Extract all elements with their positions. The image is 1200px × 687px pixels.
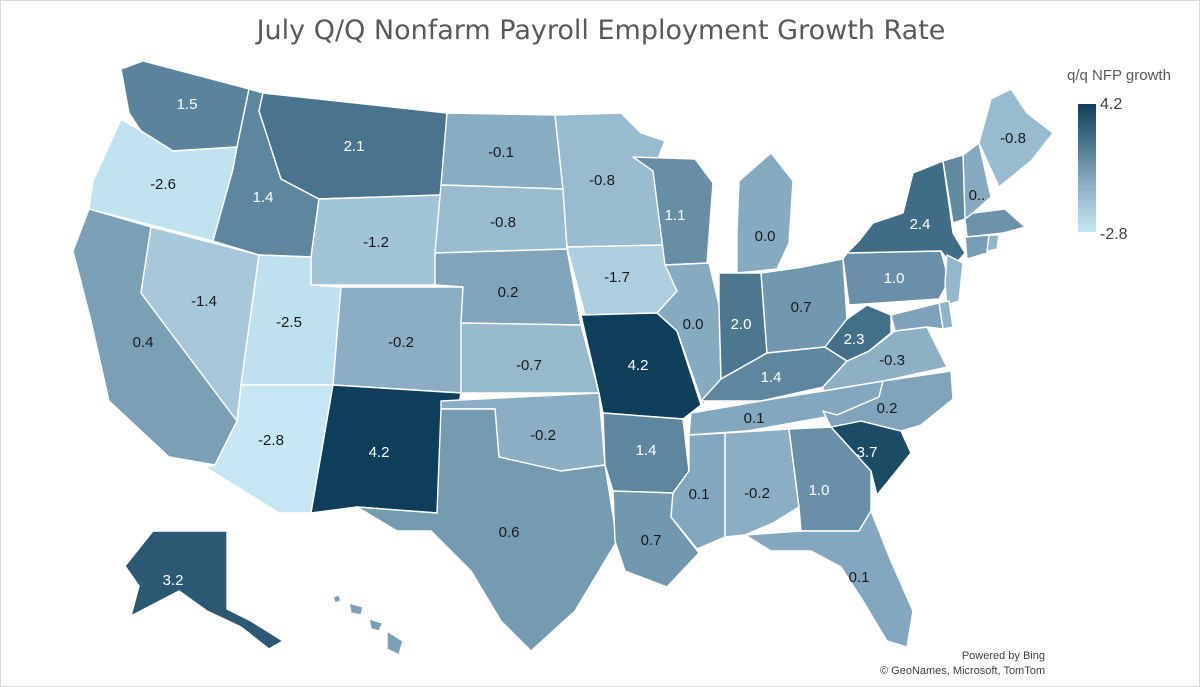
state-ri[interactable] (986, 234, 1000, 252)
state-label-ca: 0.4 (133, 334, 154, 351)
state-label-sc: 3.7 (857, 444, 878, 461)
state-label-ny: 2.4 (910, 216, 931, 233)
legend-max-label: 4.2 (1100, 96, 1123, 113)
state-label-ne: 0.2 (498, 284, 519, 301)
state-label-az: -2.8 (258, 432, 284, 449)
state-fl[interactable] (744, 510, 914, 648)
state-label-mn: -0.8 (589, 172, 615, 189)
state-label-nd: -0.1 (488, 144, 514, 161)
state-md[interactable] (890, 302, 944, 332)
state-ak[interactable] (124, 530, 284, 650)
state-label-ia: -1.7 (604, 269, 630, 286)
state-label-mi: 0.0 (755, 228, 776, 245)
state-label-nv: -1.4 (191, 293, 217, 310)
state-label-al: -0.2 (744, 485, 770, 502)
state-label-ga: 1.0 (809, 482, 830, 499)
state-label-ok: -0.2 (530, 427, 556, 444)
state-label-mt: 2.1 (344, 138, 365, 155)
state-label-fl: 0.1 (849, 569, 870, 586)
state-il[interactable] (656, 262, 722, 406)
state-al[interactable] (724, 428, 800, 538)
state-label-tn: 0.1 (744, 410, 765, 427)
state-ny[interactable] (846, 160, 966, 268)
state-label-ut: -2.5 (276, 314, 302, 331)
state-me[interactable] (978, 88, 1054, 188)
state-wv[interactable] (824, 304, 892, 362)
state-ct[interactable] (964, 234, 990, 260)
state-label-or: -2.6 (150, 176, 176, 193)
state-label-nh: 0.. (969, 187, 986, 204)
state-label-va: -0.3 (879, 352, 905, 369)
attribution-powered-by[interactable]: Powered by Bing (961, 650, 1045, 662)
state-label-nm: 4.2 (369, 444, 390, 461)
state-nj[interactable] (944, 254, 964, 306)
state-nc[interactable] (822, 370, 954, 432)
state-label-mo: 4.2 (628, 357, 649, 374)
state-label-ks: -0.7 (516, 357, 542, 374)
state-label-in: 2.0 (731, 316, 752, 333)
state-hi[interactable] (332, 594, 404, 656)
state-label-il: 0.0 (683, 316, 704, 333)
state-wy[interactable] (310, 194, 442, 286)
state-label-id: 1.4 (253, 189, 274, 206)
state-label-me: -0.8 (1000, 130, 1026, 147)
legend-title: q/q NFP growth (1067, 67, 1171, 84)
state-label-wv: 2.3 (844, 331, 865, 348)
state-label-sd: -0.8 (490, 214, 516, 231)
legend-min-label: -2.8 (1100, 226, 1128, 243)
state-label-wa: 1.5 (177, 96, 198, 113)
state-label-ms: 0.1 (689, 486, 710, 503)
state-label-nc: 0.2 (877, 400, 898, 417)
state-label-ar: 1.4 (636, 442, 657, 459)
state-label-oh: 0.7 (791, 299, 812, 316)
state-label-co: -0.2 (388, 334, 414, 351)
state-label-ky: 1.4 (761, 369, 782, 386)
state-label-wy: -1.2 (363, 234, 389, 251)
state-label-la: 0.7 (641, 532, 662, 549)
state-label-ak: 3.2 (163, 572, 184, 589)
map-title: July Q/Q Nonfarm Payroll Employment Grow… (256, 15, 946, 46)
attribution-credits: © GeoNames, Microsoft, TomTom (880, 665, 1045, 677)
legend-gradient (1078, 104, 1096, 232)
state-label-pa: 1.0 (884, 270, 905, 287)
state-label-tx: 0.6 (499, 524, 520, 541)
state-mi[interactable] (736, 152, 794, 274)
state-label-wi: 1.1 (665, 207, 686, 224)
state-ma[interactable] (964, 208, 1026, 238)
